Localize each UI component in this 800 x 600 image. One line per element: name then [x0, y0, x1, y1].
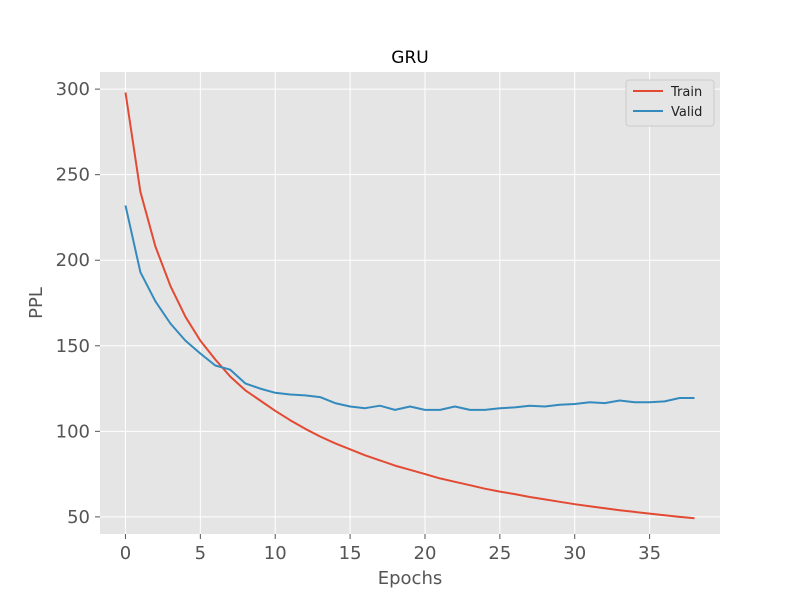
- y-tick-label: 200: [56, 250, 90, 271]
- plot-background: [100, 72, 720, 534]
- chart-title: GRU: [391, 48, 428, 68]
- x-tick-label: 20: [414, 543, 437, 564]
- series-line-train: [124, 92, 695, 520]
- x-tick-label: 35: [638, 543, 661, 564]
- y-axis-ticks: 50 100 150 200 250 300: [56, 79, 100, 528]
- x-tick-label: 25: [488, 543, 511, 564]
- legend-label-valid: Valid: [671, 105, 702, 120]
- x-axis-ticks: 0 5 10 15 20 25 30 35: [120, 534, 661, 564]
- y-tick-label: 100: [56, 421, 90, 442]
- series-layer: [124, 92, 695, 520]
- x-tick-label: 15: [339, 543, 362, 564]
- x-tick-label: 0: [120, 543, 131, 564]
- series-line-valid: [124, 205, 695, 411]
- x-tick-label: 30: [563, 543, 586, 564]
- legend-label-train: Train: [670, 85, 702, 100]
- x-tick-label: 5: [195, 543, 206, 564]
- y-tick-label: 250: [56, 165, 90, 186]
- y-axis-label: PPL: [26, 287, 47, 319]
- legend: Train Valid: [625, 79, 715, 127]
- x-tick-label: 10: [264, 543, 287, 564]
- y-tick-label: 150: [56, 336, 90, 357]
- x-axis-label: Epochs: [378, 568, 443, 589]
- y-tick-label: 50: [67, 507, 90, 528]
- y-tick-label: 300: [56, 79, 90, 100]
